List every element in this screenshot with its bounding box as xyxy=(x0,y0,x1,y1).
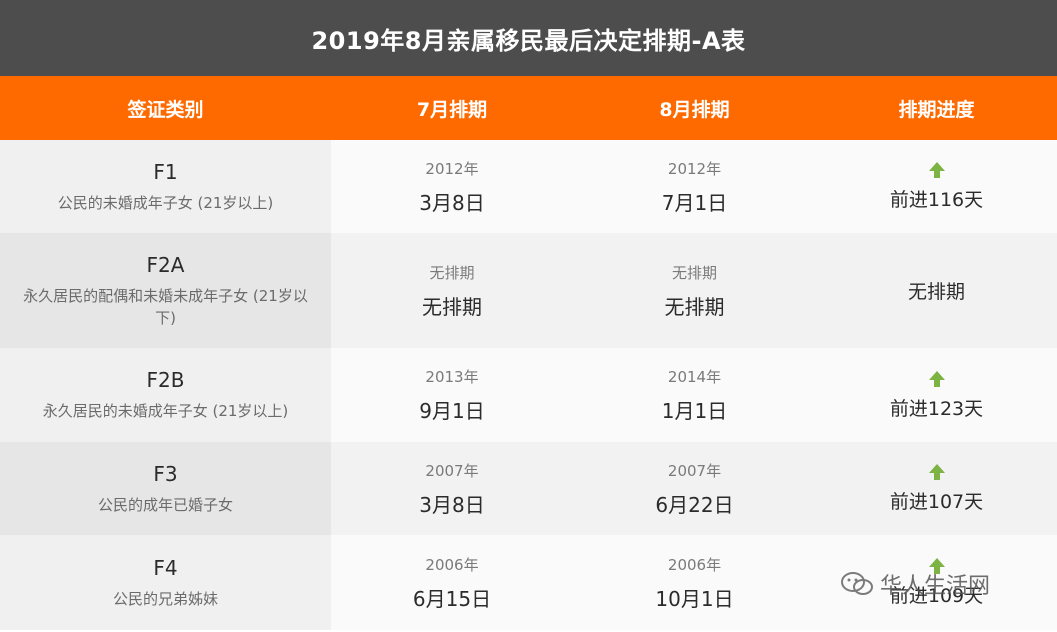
august-year: 2014年 xyxy=(667,368,722,386)
august-date: 10月1日 xyxy=(655,586,734,611)
july-year: 无排期 xyxy=(429,263,475,282)
july-date: 3月8日 xyxy=(419,492,485,517)
august-cell: 2012年 7月1日 xyxy=(573,140,816,233)
visa-description: 公民的兄弟姊妹 xyxy=(112,589,218,608)
table-title: 2019年8月亲属移民最后决定排期-A表 xyxy=(0,0,1057,76)
july-year: 2007年 xyxy=(425,461,479,480)
july-year: 2006年 xyxy=(425,555,479,574)
july-cell: 无排期 无排期 xyxy=(331,233,573,348)
table-row: F2A 永久居民的配偶和未婚未成年子女 (21岁以下) 无排期 无排期 无排期 … xyxy=(0,233,1057,348)
july-cell: 2006年 6月15日 xyxy=(331,535,573,630)
august-year: 2006年 xyxy=(667,555,722,574)
progress-text: 前进123天 xyxy=(889,397,984,420)
july-date: 无排期 xyxy=(422,294,482,319)
july-cell: 2012年 3月8日 xyxy=(331,140,573,233)
july-year: 2012年 xyxy=(425,159,479,178)
progress-cell: 无排期 xyxy=(816,233,1057,348)
table-row: F4 公民的兄弟姊妹 2006年 6月15日 2006年 10月1日 前进109… xyxy=(0,535,1057,630)
august-year: 2012年 xyxy=(667,159,722,178)
visa-code: F1 xyxy=(153,159,178,184)
july-date: 9月1日 xyxy=(419,399,485,423)
arrow-up-icon xyxy=(928,464,945,480)
progress-text: 无排期 xyxy=(907,281,965,303)
july-date: 3月8日 xyxy=(419,190,485,215)
visa-code: F2A xyxy=(146,252,185,277)
header-august: 8月排期 xyxy=(659,98,730,121)
visa-code: F3 xyxy=(153,461,178,486)
progress-text: 前进107天 xyxy=(889,491,984,513)
visa-description: 公民的未婚成年子女 (21岁以上) xyxy=(57,193,274,212)
visa-description: 永久居民的未婚成年子女 (21岁以上) xyxy=(42,402,289,420)
progress-cell: 前进123天 xyxy=(816,348,1057,442)
table-row: F3 公民的成年已婚子女 2007年 3月8日 2007年 6月22日 前进10… xyxy=(0,442,1057,535)
progress-text: 前进116天 xyxy=(889,189,984,211)
august-cell: 2006年 10月1日 xyxy=(573,535,816,630)
header-category: 签证类别 xyxy=(127,98,204,121)
august-year: 无排期 xyxy=(671,263,717,282)
header-progress: 排期进度 xyxy=(898,98,975,121)
category-cell: F2B 永久居民的未婚成年子女 (21岁以上) xyxy=(0,348,331,442)
category-cell: F2A 永久居民的配偶和未婚未成年子女 (21岁以下) xyxy=(0,233,331,348)
august-year: 2007年 xyxy=(667,461,722,480)
arrow-up-icon xyxy=(928,162,945,178)
august-date: 7月1日 xyxy=(661,190,728,215)
arrow-up-icon xyxy=(928,558,945,574)
table-row: F1 公民的未婚成年子女 (21岁以上) 2012年 3月8日 2012年 7月… xyxy=(0,140,1057,233)
progress-text: 前进109天 xyxy=(889,585,984,607)
table-row: F2B 永久居民的未婚成年子女 (21岁以上) 2013年 9月1日 2014年… xyxy=(0,348,1057,442)
category-cell: F4 公民的兄弟姊妹 xyxy=(0,535,331,630)
visa-code: F2B xyxy=(146,368,185,392)
progress-cell: 前进107天 xyxy=(816,442,1057,535)
category-cell: F3 公民的成年已婚子女 xyxy=(0,442,331,535)
header-july: 7月排期 xyxy=(416,98,488,121)
watermark-text: 华人生活网 xyxy=(880,574,991,599)
august-date: 6月22日 xyxy=(655,492,734,517)
wechat-logo-icon xyxy=(841,572,873,595)
watermark: 华人生活网 xyxy=(840,568,990,600)
august-cell: 2007年 6月22日 xyxy=(573,442,816,535)
july-cell: 2007年 3月8日 xyxy=(331,442,573,535)
category-cell: F1 公民的未婚成年子女 (21岁以上) xyxy=(0,140,331,233)
table-header-row: 签证类别 7月排期 8月排期 排期进度 xyxy=(0,76,1057,140)
july-cell: 2013年 9月1日 xyxy=(331,348,573,442)
progress-cell: 前进116天 xyxy=(816,140,1057,233)
august-cell: 2014年 1月1日 xyxy=(573,348,816,442)
visa-description: 公民的成年已婚子女 xyxy=(97,495,233,514)
july-year: 2013年 xyxy=(425,368,479,386)
august-date: 1月1日 xyxy=(661,399,728,423)
visa-description: 永久居民的配偶和未婚未成年子女 (21岁以下) xyxy=(23,286,308,327)
august-date: 无排期 xyxy=(664,294,725,319)
visa-code: F4 xyxy=(153,555,178,580)
july-date: 6月15日 xyxy=(412,586,492,611)
august-cell: 无排期 无排期 xyxy=(573,233,816,348)
arrow-up-icon xyxy=(928,370,945,387)
